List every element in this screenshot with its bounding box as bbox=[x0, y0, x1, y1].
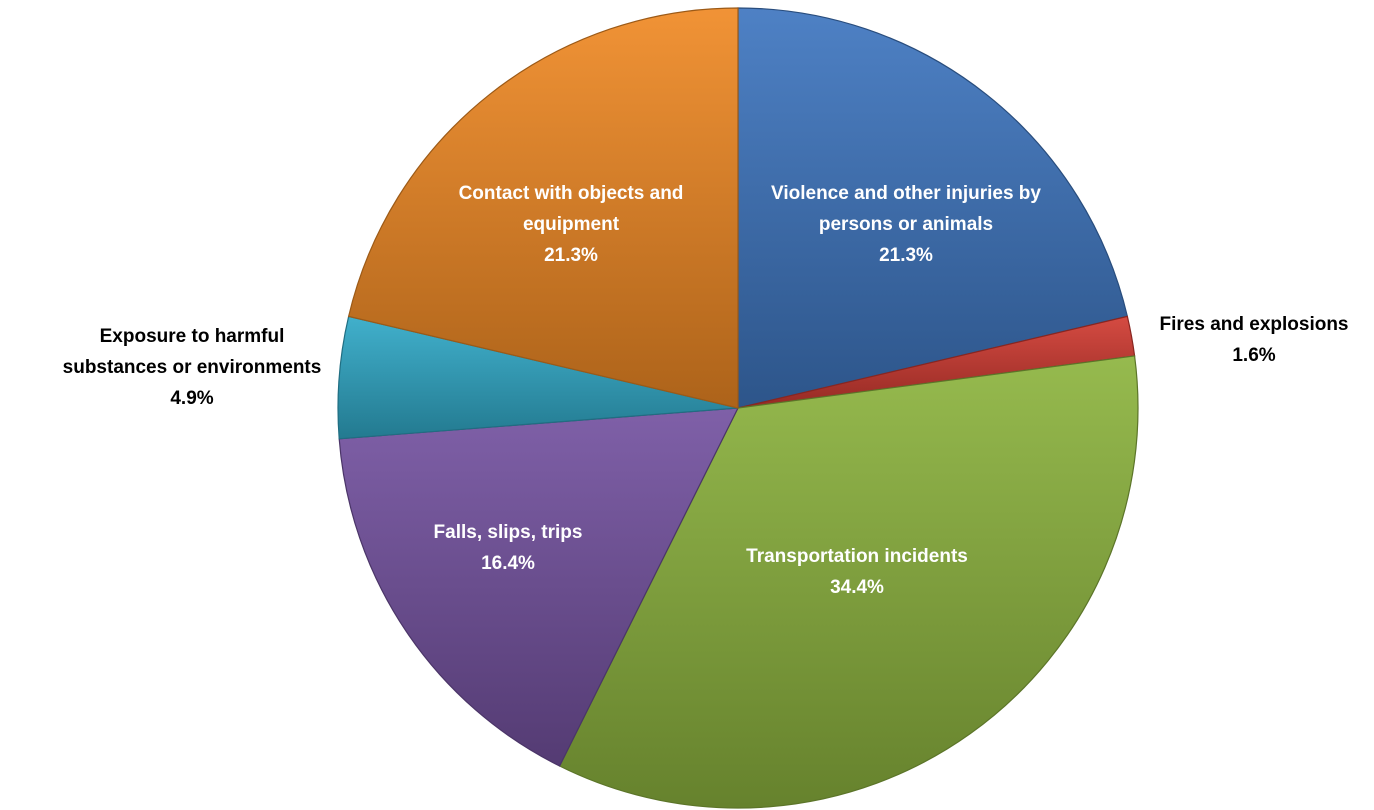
pie-slice bbox=[737, 7, 1129, 409]
slice-value-label: 16.4% bbox=[481, 553, 535, 574]
slice-value-label: 21.3% bbox=[544, 245, 598, 266]
slice-value-label: 1.6% bbox=[1232, 345, 1275, 366]
slice-category-label: Violence and other injuries by bbox=[771, 183, 1041, 204]
pie-slice bbox=[347, 7, 739, 409]
pie-labels: Violence and other injuries by persons or… bbox=[63, 183, 1349, 598]
slice-category-label: substances or environments bbox=[63, 357, 322, 378]
slice-label: Transportation incidents 34.4% bbox=[746, 546, 968, 598]
slice-value-label: 4.9% bbox=[170, 388, 213, 409]
slice-value-label: 21.3% bbox=[879, 245, 933, 266]
slice-category-label: Fires and explosions bbox=[1160, 314, 1349, 335]
pie-slice bbox=[558, 355, 1139, 809]
slice-category-label: Exposure to harmful bbox=[100, 326, 285, 347]
pie-slice bbox=[338, 407, 740, 767]
slice-label: Contact with objects and equipment 21.3% bbox=[459, 183, 684, 266]
slice-category-label: persons or animals bbox=[819, 214, 993, 235]
slice-category-label: Transportation incidents bbox=[746, 546, 968, 567]
slice-label: Exposure to harmful substances or environ… bbox=[63, 326, 322, 409]
slice-label: Falls, slips, trips 16.4% bbox=[434, 522, 583, 574]
slice-label: Violence and other injuries by persons or… bbox=[771, 183, 1041, 266]
slice-category-label: Falls, slips, trips bbox=[434, 522, 583, 543]
pie-slices bbox=[337, 7, 1139, 809]
slice-category-label: equipment bbox=[523, 214, 620, 235]
slice-value-label: 34.4% bbox=[830, 577, 884, 598]
slice-category-label: Contact with objects and bbox=[459, 183, 684, 204]
slice-label: Fires and explosions 1.6% bbox=[1160, 314, 1349, 366]
